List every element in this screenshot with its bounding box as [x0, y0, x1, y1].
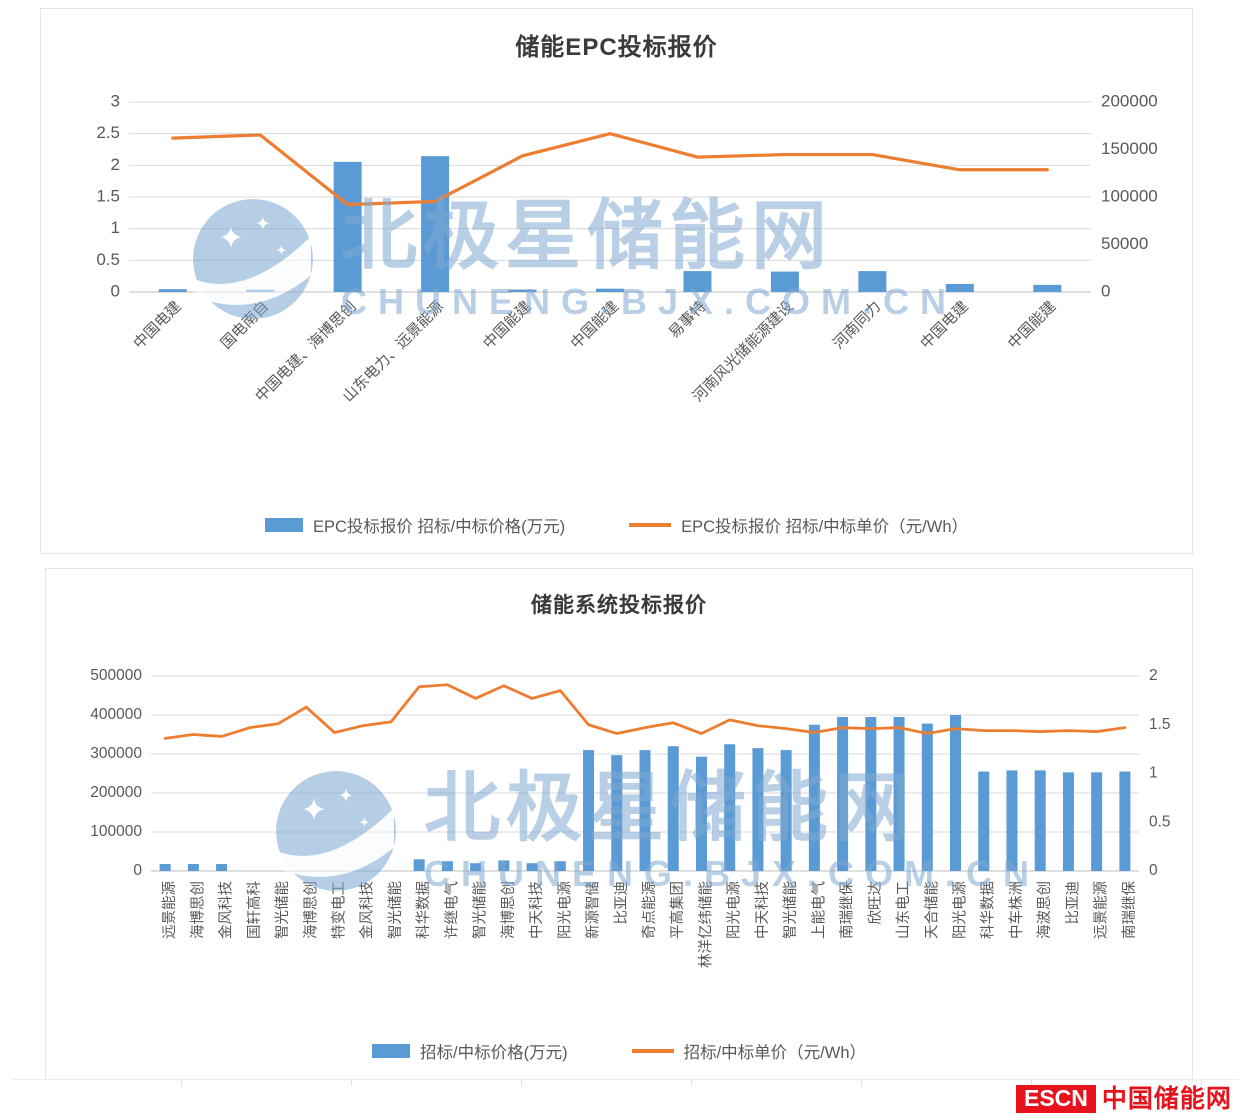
svg-text:智光储能: 智光储能 [782, 881, 799, 939]
svg-text:易事特: 易事特 [666, 298, 710, 342]
svg-text:海波思创: 海波思创 [1036, 881, 1053, 939]
svg-text:天合储能: 天合储能 [923, 881, 940, 939]
svg-text:100000: 100000 [1101, 186, 1158, 205]
epc-chart-legend: EPC投标报价 招标/中标价格(万元) EPC投标报价 招标/中标单价（元/Wh… [41, 513, 1192, 537]
svg-text:阳光电源: 阳光电源 [952, 881, 969, 939]
svg-text:400000: 400000 [90, 706, 142, 723]
svg-text:2: 2 [1149, 667, 1158, 684]
svg-text:500000: 500000 [90, 667, 142, 684]
svg-text:远景能源: 远景能源 [161, 881, 178, 939]
svg-text:0: 0 [1101, 281, 1110, 300]
svg-text:科华数据: 科华数据 [415, 881, 432, 939]
svg-text:中国能建: 中国能建 [568, 298, 622, 352]
legend-item-line-series: 招标/中标单价（元/Wh） [631, 1039, 866, 1063]
epc-bid-chart-panel: 储能EPC投标报价 3 2.5 2 1.5 1 0.5 0 200000 150000 10000… [40, 8, 1193, 554]
svg-text:远景能源: 远景能源 [1093, 881, 1110, 939]
system-bid-chart-panel: 储能系统投标报价 500000 400000 300000 200000 100000 0… [45, 568, 1193, 1080]
svg-text:阳光电源: 阳光电源 [726, 881, 743, 939]
svg-text:比亚迪: 比亚迪 [1064, 881, 1081, 925]
svg-text:150000: 150000 [1101, 139, 1158, 158]
svg-text:山东电工: 山东电工 [895, 881, 912, 939]
svg-text:智光储能: 智光储能 [274, 881, 291, 939]
svg-text:2: 2 [111, 155, 120, 174]
svg-text:南瑞继保: 南瑞继保 [839, 881, 856, 939]
svg-text:中天科技: 中天科技 [528, 881, 545, 939]
system-chart-title: 储能系统投标报价 [531, 594, 707, 617]
svg-text:科华数据: 科华数据 [980, 881, 997, 939]
svg-text:河南风光储能源建设: 河南风光储能源建设 [689, 298, 796, 405]
svg-text:0: 0 [1149, 862, 1158, 879]
svg-text:南瑞继保: 南瑞继保 [1121, 881, 1138, 939]
svg-text:林洋亿纬储能: 林洋亿纬储能 [697, 881, 714, 968]
svg-text:海博思创: 海博思创 [302, 881, 319, 939]
legend-item-bar-series: 招标/中标价格(万元) [372, 1039, 568, 1063]
line-series-label: EPC投标报价 招标/中标单价（元/Wh） [681, 518, 969, 536]
svg-text:欣旺达: 欣旺达 [867, 881, 884, 925]
svg-text:新源智储: 新源智储 [585, 881, 602, 939]
svg-text:国轩高科: 国轩高科 [246, 881, 263, 939]
table-edge-ruler [12, 1079, 1239, 1087]
legend-item-line-series: EPC投标报价 招标/中标单价（元/Wh） [629, 513, 968, 537]
svg-text:0: 0 [111, 281, 120, 300]
legend-item-bar-series: EPC投标报价 招标/中标价格(万元) [264, 513, 566, 537]
svg-text:2.5: 2.5 [96, 123, 120, 142]
svg-text:1.5: 1.5 [96, 186, 120, 205]
svg-text:金风科技: 金风科技 [359, 881, 376, 939]
svg-text:河南同力: 河南同力 [830, 298, 884, 352]
svg-text:中国电建: 中国电建 [917, 298, 971, 352]
svg-text:智光储能: 智光储能 [387, 881, 404, 939]
svg-text:50000: 50000 [1101, 234, 1148, 253]
line-series-swatch-icon [631, 1049, 674, 1053]
svg-text:3: 3 [111, 91, 120, 110]
svg-text:智光储能: 智光储能 [472, 881, 489, 939]
svg-text:特变电工: 特变电工 [330, 881, 347, 939]
line-series-label: 招标/中标单价（元/Wh） [683, 1044, 866, 1062]
svg-text:许继电气: 许继电气 [443, 881, 460, 939]
svg-text:0: 0 [133, 862, 142, 879]
epc-chart-canvas: 3 2.5 2 1.5 1 0.5 0 200000 150000 100000 50000 0 中国电… [96, 91, 1158, 405]
epc-chart-title: 储能EPC投标报价 [515, 34, 718, 61]
svg-text:上能电气: 上能电气 [810, 881, 827, 939]
svg-text:0.5: 0.5 [96, 250, 120, 269]
svg-text:中天科技: 中天科技 [754, 881, 771, 939]
svg-text:200000: 200000 [90, 784, 142, 801]
escn-logo-badge: ESCN [1016, 1085, 1096, 1113]
svg-text:中国能建: 中国能建 [1005, 298, 1059, 352]
svg-text:平高集团: 平高集团 [669, 881, 686, 939]
bar-series-label: 招标/中标价格(万元) [420, 1044, 568, 1062]
svg-text:海博思创: 海博思创 [500, 881, 517, 939]
svg-text:国电南自: 国电南自 [218, 298, 272, 352]
svg-text:1.5: 1.5 [1149, 716, 1171, 733]
svg-text:300000: 300000 [90, 745, 142, 762]
svg-text:阳光电源: 阳光电源 [556, 881, 573, 939]
svg-text:比亚迪: 比亚迪 [613, 881, 630, 925]
system-chart-canvas: 500000 400000 300000 200000 100000 0 2 1.5 1 0.5 0… [90, 667, 1171, 968]
svg-text:中国能建: 中国能建 [480, 298, 534, 352]
escn-logo: ESCN 中国储能网 [1016, 1085, 1232, 1113]
svg-text:200000: 200000 [1101, 91, 1158, 110]
bar-series-label: EPC投标报价 招标/中标价格(万元) [312, 518, 566, 536]
svg-text:中国电建: 中国电建 [130, 298, 184, 352]
svg-text:中车株洲: 中车株洲 [1008, 881, 1025, 939]
svg-text:山东电力、远景能源: 山东电力、远景能源 [340, 298, 447, 405]
svg-text:金风科技: 金风科技 [218, 881, 235, 939]
line-series-swatch-icon [629, 523, 672, 527]
escn-site-name: 中国储能网 [1101, 1084, 1232, 1113]
svg-text:100000: 100000 [90, 823, 142, 840]
system-chart-legend: 招标/中标价格(万元) 招标/中标单价（元/Wh） [46, 1039, 1192, 1063]
bar-series-swatch-icon [264, 518, 303, 532]
svg-text:1: 1 [1149, 765, 1158, 782]
svg-text:1: 1 [111, 218, 120, 237]
svg-text:0.5: 0.5 [1149, 813, 1171, 830]
svg-text:奇点能源: 奇点能源 [641, 881, 658, 939]
bar-series-swatch-icon [372, 1044, 410, 1058]
svg-text:海博思创: 海博思创 [189, 881, 206, 939]
